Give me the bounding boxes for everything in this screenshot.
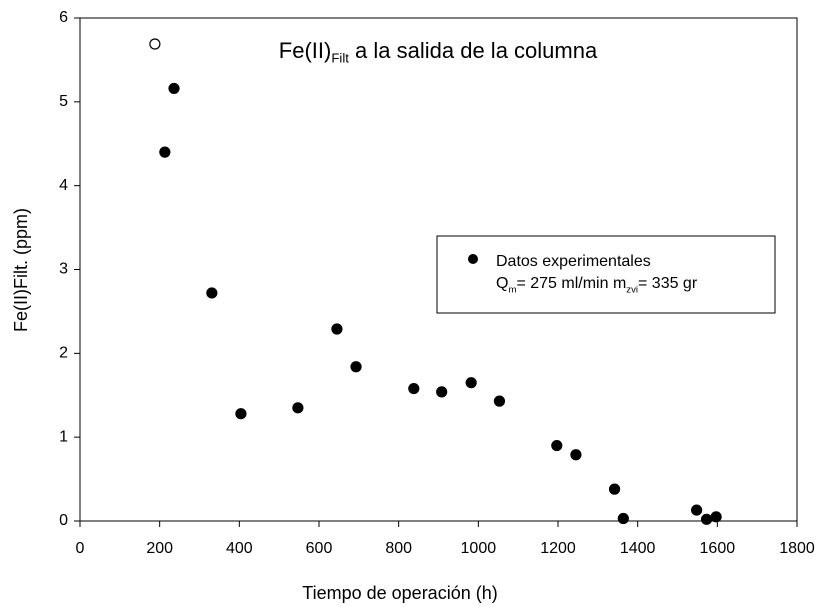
x-axis-label: Tiempo de operación (h)	[302, 583, 497, 603]
data-point	[408, 382, 420, 395]
data-point	[551, 439, 563, 452]
y-tick-label: 2	[59, 345, 68, 362]
data-point	[206, 287, 218, 299]
data-point	[465, 377, 477, 389]
text-part: Q	[496, 275, 508, 292]
y-tick-label: 4	[59, 177, 68, 194]
text-part: Fe(II)	[279, 38, 332, 63]
data-point	[617, 512, 629, 525]
data-point	[493, 395, 506, 407]
data-point	[350, 361, 362, 373]
y-tick-label: 5	[59, 93, 68, 110]
y-tick-label: 0	[59, 512, 68, 529]
x-tick-label: 1400	[620, 540, 656, 557]
x-tick-label: 200	[146, 540, 173, 557]
data-point	[292, 402, 304, 414]
data-point	[331, 323, 343, 335]
subscript: Filt	[331, 51, 349, 66]
y-tick-label: 3	[59, 261, 68, 278]
x-tick-label: 1800	[779, 540, 815, 557]
y-axis-label: Fe(II)Filt. (ppm)	[11, 208, 31, 332]
x-tick-label: 1600	[700, 540, 736, 557]
subscript: zvi	[626, 284, 638, 295]
data-point	[235, 408, 247, 420]
data-point	[149, 38, 161, 50]
text-part: a la salida de la columna	[349, 38, 598, 63]
x-tick-label: 600	[306, 540, 333, 557]
y-tick-label: 6	[59, 9, 68, 26]
text-part: = 275 ml/min m	[516, 275, 626, 292]
text-part: = 335 gr	[638, 275, 698, 292]
data-point	[700, 513, 713, 525]
x-tick-label: 400	[226, 540, 253, 557]
data-point	[159, 146, 171, 158]
x-tick-label: 800	[385, 540, 412, 557]
x-tick-label: 1200	[540, 540, 576, 557]
x-tick-label: 0	[76, 540, 85, 557]
data-point	[436, 386, 448, 398]
legend-label: Datos experimentales	[496, 253, 651, 270]
chart-title: Fe(II)Filt a la salida de la columna	[279, 38, 598, 66]
data-point	[608, 483, 621, 495]
subscript: m	[508, 284, 516, 295]
legend-box	[436, 235, 776, 314]
legend-note: Qm= 275 ml/min mzvi= 335 gr	[496, 275, 698, 295]
x-tick-label: 1000	[461, 540, 497, 557]
data-point	[570, 449, 582, 461]
legend-marker	[468, 254, 478, 264]
y-tick-label: 1	[59, 428, 68, 445]
data-point	[168, 82, 180, 95]
data-point	[691, 504, 703, 516]
data-point	[710, 511, 722, 523]
